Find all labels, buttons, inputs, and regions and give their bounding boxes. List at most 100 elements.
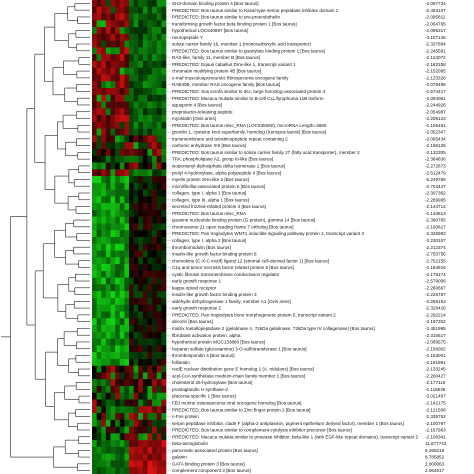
heatmap-cell bbox=[133, 135, 139, 143]
heatmap-cell bbox=[133, 155, 139, 163]
heatmap-cell bbox=[105, 40, 111, 48]
heatmap-cell bbox=[110, 467, 116, 474]
heatmap-cell bbox=[119, 264, 125, 272]
heatmap-cell bbox=[152, 27, 158, 35]
heatmap-cell bbox=[161, 115, 167, 123]
heatmap-cell bbox=[147, 0, 153, 8]
heatmap-cell bbox=[129, 385, 134, 394]
heatmap-cell bbox=[110, 40, 116, 48]
heatmap-cell bbox=[124, 325, 130, 333]
heatmap-cell bbox=[101, 54, 107, 62]
heatmap-cell bbox=[124, 413, 130, 421]
heatmap-cell bbox=[110, 440, 116, 448]
heatmap-cell bbox=[129, 176, 134, 184]
row-fold-change-value: -2.121508 bbox=[425, 407, 446, 412]
heatmap-cell bbox=[138, 121, 144, 129]
heatmap-cell bbox=[133, 33, 139, 41]
heatmap-cell bbox=[110, 338, 116, 346]
heatmap-cell bbox=[110, 345, 116, 353]
heatmap-cell bbox=[115, 148, 121, 157]
heatmap-cell bbox=[124, 338, 130, 346]
row-label: nudE nuclear distribution gene E homolog… bbox=[172, 367, 314, 372]
heatmap-cell bbox=[124, 446, 130, 454]
row-label: fibroblast activation protein, alpha bbox=[172, 333, 241, 338]
heatmap-cell bbox=[152, 121, 158, 129]
heatmap-cell bbox=[124, 196, 130, 204]
heatmap-cell bbox=[142, 291, 148, 299]
heatmap-cell bbox=[129, 433, 134, 441]
row-label: RAB40B, member RAS oncogene family [Bos … bbox=[172, 82, 280, 87]
heatmap-cell bbox=[156, 284, 162, 292]
heatmap-cell bbox=[142, 27, 148, 35]
heatmap-cell bbox=[156, 311, 162, 319]
heatmap-cell bbox=[105, 325, 111, 333]
heatmap-cell bbox=[124, 135, 130, 143]
heatmap-cell bbox=[133, 284, 139, 292]
heatmap-cell bbox=[105, 352, 111, 360]
row-label: PREDICTED: Pan troglodytes WNT1 inducibl… bbox=[172, 231, 364, 236]
heatmap-cell bbox=[92, 223, 97, 231]
heatmap-cell bbox=[101, 426, 107, 434]
heatmap-cell bbox=[105, 54, 111, 62]
heatmap-cell bbox=[92, 155, 97, 163]
heatmap-cell bbox=[119, 467, 125, 474]
heatmap-cell bbox=[156, 413, 162, 421]
heatmap-cell bbox=[161, 270, 167, 278]
heatmap-cell bbox=[152, 358, 158, 366]
heatmap-cell bbox=[156, 223, 162, 231]
heatmap-cell bbox=[156, 291, 162, 299]
heatmap-cell bbox=[147, 331, 153, 339]
heatmap-cell bbox=[110, 331, 116, 339]
heatmap-cell bbox=[101, 291, 107, 299]
heatmap-cell bbox=[96, 94, 102, 102]
heatmap-cell bbox=[115, 419, 121, 427]
heatmap-cell bbox=[138, 237, 144, 245]
heatmap-cell bbox=[152, 277, 158, 285]
heatmap-cell bbox=[129, 60, 134, 69]
heatmap-cell bbox=[115, 277, 121, 285]
heatmap-cell bbox=[129, 325, 134, 333]
heatmap-cell bbox=[147, 81, 153, 89]
heatmap-cell bbox=[92, 13, 97, 21]
heatmap-cell bbox=[161, 20, 167, 28]
heatmap-cell bbox=[152, 108, 158, 116]
heatmap-cell bbox=[142, 284, 148, 292]
heatmap-cell bbox=[147, 446, 153, 454]
heatmap-cell bbox=[152, 20, 158, 28]
row-fold-change-value: -2.245581 bbox=[425, 48, 446, 53]
heatmap-cell bbox=[105, 338, 111, 346]
heatmap-cell bbox=[138, 311, 144, 319]
heatmap-cell bbox=[115, 142, 121, 150]
heatmap-cell bbox=[138, 250, 144, 258]
heatmap-cell bbox=[161, 257, 167, 265]
heatmap-cell bbox=[101, 453, 107, 461]
heatmap-cell bbox=[96, 399, 102, 407]
heatmap-cell bbox=[129, 74, 134, 82]
heatmap-cell bbox=[119, 223, 125, 231]
heatmap-cell bbox=[101, 67, 107, 75]
heatmap-cell bbox=[147, 189, 153, 197]
heatmap-cell bbox=[96, 128, 102, 136]
heatmap-cell bbox=[161, 385, 167, 394]
row-fold-change-value: -2.052347 bbox=[425, 130, 446, 135]
heatmap-cell bbox=[147, 237, 153, 245]
heatmap-cell bbox=[124, 13, 130, 21]
heatmap-cell bbox=[124, 0, 130, 8]
heatmap-cell bbox=[156, 426, 162, 434]
heatmap-cell bbox=[96, 101, 102, 109]
heatmap-cell bbox=[156, 419, 162, 427]
heatmap-cell bbox=[129, 155, 134, 163]
row-fold-change-value: -2.143813 bbox=[425, 211, 446, 216]
heatmap-cell bbox=[138, 467, 144, 474]
heatmap-cell bbox=[133, 440, 139, 448]
heatmap-cell bbox=[142, 406, 148, 414]
row-fold-change-value: -2.156002 bbox=[425, 346, 446, 351]
heatmap-cell bbox=[105, 216, 111, 224]
heatmap-cell bbox=[110, 60, 116, 69]
heatmap-cell bbox=[152, 182, 158, 190]
heatmap-cell bbox=[142, 413, 148, 421]
heatmap-cell bbox=[152, 426, 158, 434]
heatmap-cell bbox=[133, 20, 139, 28]
row-label: PREDICTED: Bos taurus similar to solute … bbox=[172, 150, 360, 155]
